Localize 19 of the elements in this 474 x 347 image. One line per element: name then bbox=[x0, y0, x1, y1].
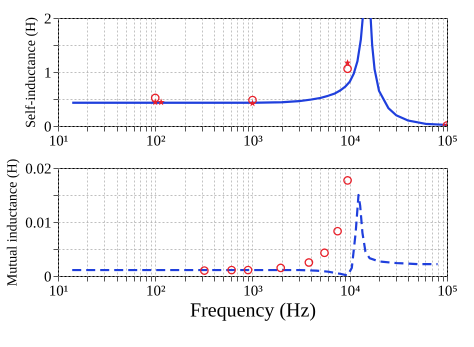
x-tick-label: 10⁵ bbox=[437, 284, 458, 300]
x-tick-label: 10² bbox=[146, 134, 166, 150]
x-tick-label: 10¹ bbox=[48, 134, 68, 150]
x-tick-label: 10¹ bbox=[48, 284, 68, 300]
y-tick-label: 1 bbox=[44, 66, 52, 82]
x-axis-title: Frequency (Hz) bbox=[190, 300, 316, 322]
x-tick-label: 10⁵ bbox=[437, 134, 458, 150]
y-tick-label: 0.02 bbox=[25, 162, 52, 178]
x-tick-label: 10⁴ bbox=[340, 284, 360, 300]
y-tick-label: 2 bbox=[44, 12, 52, 28]
y-axis-title: Self-inductance (H) bbox=[24, 16, 39, 128]
x-tick-label: 10⁴ bbox=[340, 134, 360, 150]
x-tick-label: 10³ bbox=[243, 134, 264, 150]
y-tick-label: 0 bbox=[44, 270, 52, 286]
x-tick-label: 10³ bbox=[243, 284, 264, 300]
y-tick-label: 0.01 bbox=[25, 216, 52, 232]
y-tick-label: 0 bbox=[44, 120, 52, 136]
x-tick-label: 10² bbox=[146, 284, 166, 300]
y-axis-title: Mutual inductance (H) bbox=[5, 158, 20, 286]
